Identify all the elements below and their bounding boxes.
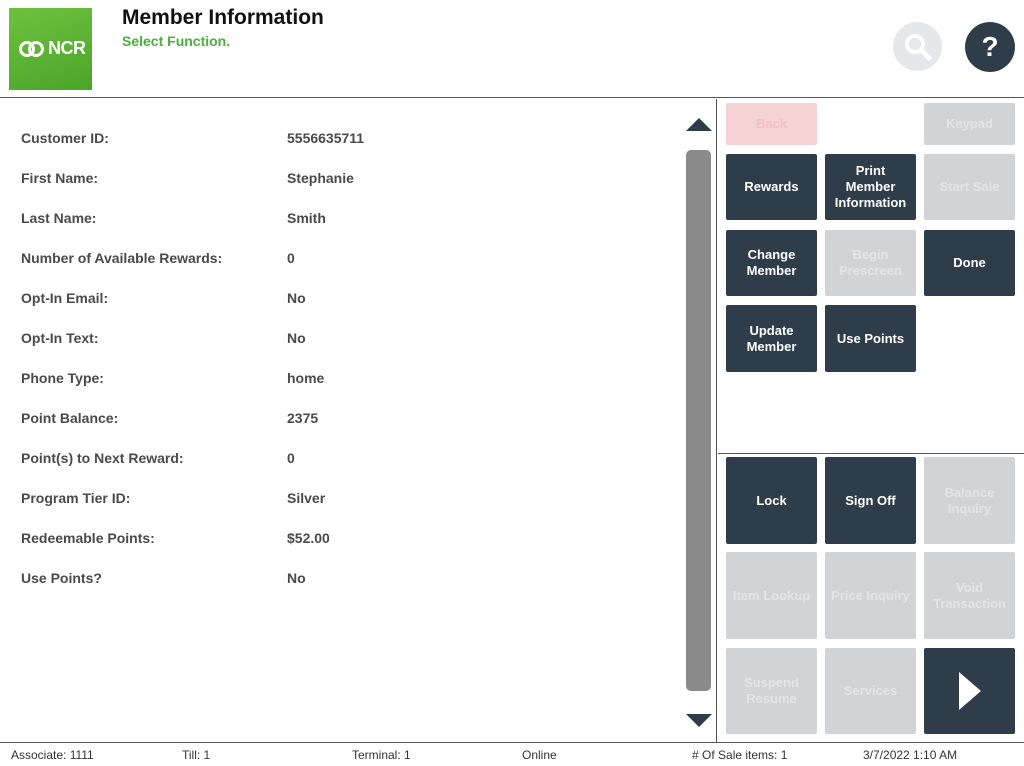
item-lookup-button[interactable]: Item Lookup — [726, 552, 817, 639]
member-field-label: Redeemable Points: — [21, 530, 155, 546]
use-points-button[interactable]: Use Points — [825, 305, 916, 372]
page-title: Member Information — [122, 6, 324, 29]
search-icon — [905, 34, 932, 61]
void-transaction-button[interactable]: Void Transaction — [924, 552, 1015, 639]
member-field-value: Smith — [287, 210, 326, 226]
rewards-button[interactable]: Rewards — [726, 154, 817, 220]
logo-text: NCR — [48, 38, 86, 58]
member-field-value: 0 — [287, 450, 295, 466]
back-button[interactable]: Back — [726, 103, 817, 145]
member-field-value: 2375 — [287, 410, 319, 426]
status-terminal: Terminal: 1 — [352, 748, 411, 762]
price-inquiry-button[interactable]: Price Inquiry — [825, 552, 916, 639]
search-button[interactable] — [893, 22, 942, 71]
suspend-resume-button[interactable]: Suspend Resume — [726, 648, 817, 734]
start-sale-button[interactable]: Start Sale — [924, 154, 1015, 220]
member-info-row: Last Name: Smith — [21, 210, 681, 230]
balance-inquiry-button[interactable]: Balance Inquiry — [924, 457, 1015, 544]
function-panel — [718, 99, 1024, 454]
member-info-row: First Name: Stephanie — [21, 170, 681, 190]
member-info-row: Opt-In Text: No — [21, 330, 681, 350]
member-field-value: No — [287, 290, 306, 306]
change-member-button[interactable]: Change Member — [726, 230, 817, 296]
member-field-value: Silver — [287, 490, 326, 506]
member-field-value: home — [287, 370, 325, 386]
member-field-label: Opt-In Text: — [21, 330, 99, 346]
member-field-value: No — [287, 570, 306, 586]
begin-prescreen-button[interactable]: Begin Prescreen — [825, 230, 916, 296]
scroll-up-arrow-icon[interactable] — [686, 118, 712, 131]
member-field-label: Program Tier ID: — [21, 490, 131, 506]
print-member-information-button[interactable]: Print Member Information — [825, 154, 916, 220]
update-member-button[interactable]: Update Member — [726, 305, 817, 372]
member-field-value: No — [287, 330, 306, 346]
sign-off-button[interactable]: Sign Off — [825, 457, 916, 544]
member-field-label: Opt-In Email: — [21, 290, 109, 306]
status-sale-items: # Of Sale items: 1 — [692, 748, 788, 762]
next-page-button[interactable] — [924, 648, 1015, 734]
lock-button[interactable]: Lock — [726, 457, 817, 544]
member-field-value: 0 — [287, 250, 295, 266]
help-button[interactable]: ? — [965, 22, 1015, 72]
member-field-label: Point Balance: — [21, 410, 119, 426]
member-field-label: Number of Available Rewards: — [21, 250, 223, 266]
status-till: Till: 1 — [182, 748, 211, 762]
header: NCR Member Information Select Function. … — [0, 0, 1024, 98]
member-info-row: Customer ID: 5556635711 — [21, 130, 681, 150]
scroll-down-arrow-icon[interactable] — [686, 714, 712, 727]
keypad-button[interactable]: Keypad — [924, 103, 1015, 145]
member-field-value: 5556635711 — [287, 130, 365, 146]
member-field-label: Use Points? — [21, 570, 102, 586]
member-info-row: Number of Available Rewards: 0 — [21, 250, 681, 270]
member-info-row: Program Tier ID: Silver — [21, 490, 681, 510]
done-button[interactable]: Done — [924, 230, 1015, 296]
member-field-label: Point(s) to Next Reward: — [21, 450, 184, 466]
member-info-panel: Customer ID: 5556635711 First Name: Stephan… — [0, 99, 717, 742]
member-field-label: Customer ID: — [21, 130, 109, 146]
member-field-label: First Name: — [21, 170, 99, 186]
member-field-label: Phone Type: — [21, 370, 104, 386]
status-datetime: 3/7/2022 1:10 AM — [863, 748, 958, 762]
member-info-row: Point Balance: 2375 — [21, 410, 681, 430]
member-info-row: Point(s) to Next Reward: 0 — [21, 450, 681, 470]
status-bar: Associate: 1111 Till: 1 Terminal: 1 Onli… — [0, 742, 1024, 766]
member-field-value: Stephanie — [287, 170, 354, 186]
chevron-right-icon — [958, 672, 981, 710]
member-info-row: Use Points? No — [21, 570, 681, 590]
member-info-row: Redeemable Points: $52.00 — [21, 530, 681, 550]
status-associate: Associate: 1111 — [11, 748, 94, 762]
member-info-row: Opt-In Email: No — [21, 290, 681, 310]
member-info-row: Phone Type: home — [21, 370, 681, 390]
member-field-value: $52.00 — [287, 530, 330, 546]
logo-ring-icon — [28, 41, 44, 57]
ncr-logo: NCR — [9, 8, 92, 90]
scrollbar-thumb[interactable] — [686, 150, 711, 691]
status-connection: Online — [522, 748, 557, 762]
page-subtitle: Select Function. — [122, 33, 231, 49]
services-button[interactable]: Services — [825, 648, 916, 734]
member-field-label: Last Name: — [21, 210, 97, 226]
